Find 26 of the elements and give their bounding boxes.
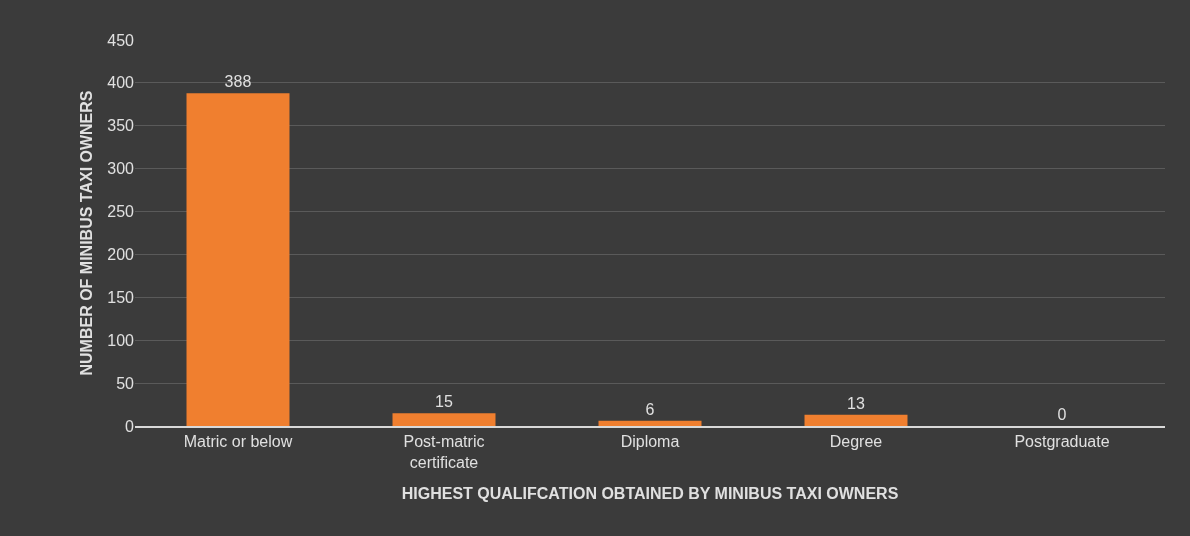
- y-tick-label: 0: [125, 417, 135, 435]
- y-tick-label: 100: [107, 331, 135, 349]
- x-tick-label: Diploma: [620, 432, 680, 450]
- bar: [598, 420, 702, 426]
- y-tick-label: 350: [107, 117, 135, 135]
- bar: [392, 413, 496, 426]
- bar: [804, 414, 908, 426]
- data-label: 6: [645, 400, 655, 418]
- y-tick-label: 450: [107, 31, 135, 49]
- x-tick-label: Matric or below: [183, 432, 293, 450]
- bar: [186, 93, 290, 426]
- x-tick-label: Degree: [829, 432, 883, 450]
- data-label: 13: [847, 394, 865, 412]
- y-tick-label: 300: [107, 160, 135, 178]
- data-label: 15: [435, 393, 453, 411]
- y-tick-label: 200: [107, 246, 135, 264]
- y-tick-label: 150: [107, 288, 135, 306]
- y-tick-label: 50: [116, 374, 135, 392]
- x-tick-label: Post-matric certificate: [403, 432, 485, 471]
- y-tick-label: 400: [107, 74, 135, 92]
- y-axis-title: NUMBER OF MINIBUS TAXI OWNERS: [78, 90, 96, 376]
- y-tick-label: 250: [107, 203, 135, 221]
- data-label: 388: [224, 73, 252, 91]
- x-tick-label: Postgraduate: [1014, 432, 1110, 450]
- x-axis-title: HIGHEST QUALIFCATION OBTAINED BY MINIBUS TAXI OWNERS: [401, 484, 899, 502]
- data-label: 0: [1057, 406, 1067, 423]
